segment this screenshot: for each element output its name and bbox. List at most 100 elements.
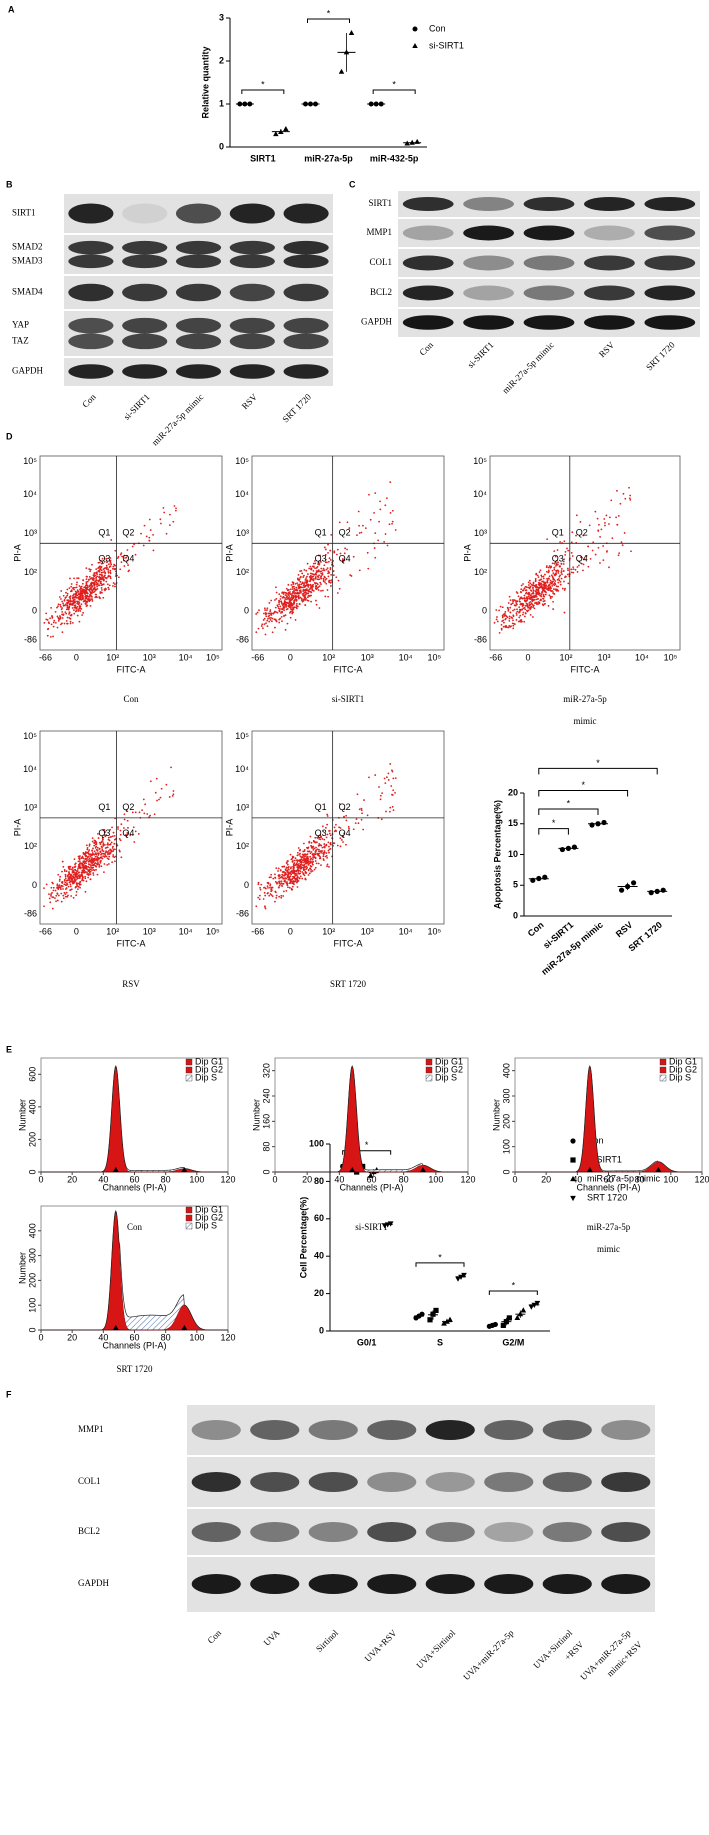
event-dot	[267, 886, 269, 889]
event-dot	[322, 580, 325, 583]
event-dot	[522, 583, 524, 585]
event-dot	[559, 565, 561, 568]
event-dot	[101, 836, 104, 839]
event-dot	[608, 566, 610, 569]
event-dot	[343, 832, 346, 835]
quadrant-label: Q3	[552, 554, 564, 564]
event-dot	[303, 863, 306, 866]
blot-band	[229, 364, 275, 379]
x-axis-label: Channels (PI-A)	[102, 1340, 166, 1350]
event-dot	[85, 844, 88, 847]
event-dot	[120, 552, 123, 554]
event-dot	[74, 606, 77, 608]
event-dot	[63, 598, 66, 601]
event-dot	[281, 620, 283, 623]
event-dot	[311, 584, 314, 587]
event-dot	[523, 615, 526, 618]
event-dot	[324, 595, 327, 598]
event-dot	[260, 625, 263, 627]
event-dot	[306, 847, 309, 850]
event-dot	[102, 596, 105, 599]
x-tick-label: 10⁴	[399, 652, 413, 662]
event-dot	[94, 862, 97, 864]
event-dot	[144, 803, 147, 806]
event-dot	[90, 595, 93, 597]
event-dot	[112, 850, 114, 853]
event-dot	[81, 596, 84, 599]
event-dot	[92, 866, 95, 869]
x-tick-label: 10³	[597, 652, 610, 662]
event-dot	[76, 605, 79, 608]
event-dot	[82, 852, 85, 855]
event-dot	[540, 584, 543, 587]
x-tick-label: 60	[129, 1174, 139, 1184]
event-dot	[82, 611, 85, 614]
event-dot	[319, 856, 322, 858]
event-dot	[73, 858, 76, 861]
event-dot	[93, 864, 96, 866]
event-dot	[341, 558, 344, 560]
peak-marker	[419, 1167, 426, 1172]
significance-bracket	[538, 808, 599, 815]
event-dot	[553, 588, 555, 590]
event-dot	[313, 868, 316, 871]
event-dot	[95, 865, 98, 868]
event-dot	[289, 588, 292, 591]
event-dot	[67, 877, 70, 879]
event-dot	[328, 845, 330, 848]
event-dot	[282, 593, 285, 595]
event-dot	[305, 577, 307, 579]
event-dot	[379, 794, 382, 797]
event-dot	[63, 870, 66, 873]
event-dot	[92, 861, 95, 864]
event-dot	[320, 560, 322, 563]
event-dot	[557, 561, 560, 564]
event-dot	[93, 572, 96, 574]
event-dot	[557, 585, 559, 588]
event-dot	[90, 582, 92, 585]
event-dot	[600, 528, 603, 531]
event-dot	[95, 579, 98, 582]
data-point	[461, 1272, 467, 1279]
event-dot	[540, 575, 543, 578]
blot-band	[175, 317, 222, 334]
blot-band	[644, 255, 696, 271]
event-dot	[283, 600, 286, 602]
blot-band	[283, 364, 329, 379]
x-tick-label: RSV	[614, 920, 635, 940]
quadrant-label: Q4	[576, 554, 588, 564]
data-point	[528, 1304, 535, 1310]
event-dot	[96, 587, 99, 590]
y-axis-label: Number	[17, 1099, 27, 1131]
event-dot	[307, 868, 310, 871]
event-dot	[325, 852, 328, 854]
data-point	[455, 1276, 461, 1282]
event-dot	[267, 617, 269, 620]
event-dot	[98, 841, 101, 844]
data-point	[660, 887, 666, 893]
event-dot	[57, 894, 60, 897]
event-dot	[292, 880, 294, 883]
event-dot	[314, 578, 317, 580]
event-dot	[323, 843, 326, 845]
legend-label: si-SIRT1	[587, 1154, 622, 1164]
event-dot	[70, 614, 73, 616]
event-dot	[562, 563, 565, 565]
event-dot	[74, 595, 77, 598]
event-dot	[303, 860, 306, 863]
event-dot	[276, 611, 279, 614]
event-dot	[98, 573, 101, 576]
event-dot	[107, 858, 110, 861]
plot-caption: Con	[127, 1222, 143, 1232]
event-dot	[65, 619, 68, 622]
event-dot	[45, 618, 48, 621]
x-tick-label: 10²	[322, 652, 335, 662]
event-dot	[325, 568, 328, 571]
event-dot	[515, 612, 518, 615]
event-dot	[527, 595, 530, 598]
legend-label: Dip G2	[669, 1064, 697, 1074]
event-dot	[52, 882, 54, 885]
event-dot	[537, 588, 540, 591]
event-dot	[522, 589, 525, 592]
y-tick-label: 10³	[236, 803, 249, 813]
